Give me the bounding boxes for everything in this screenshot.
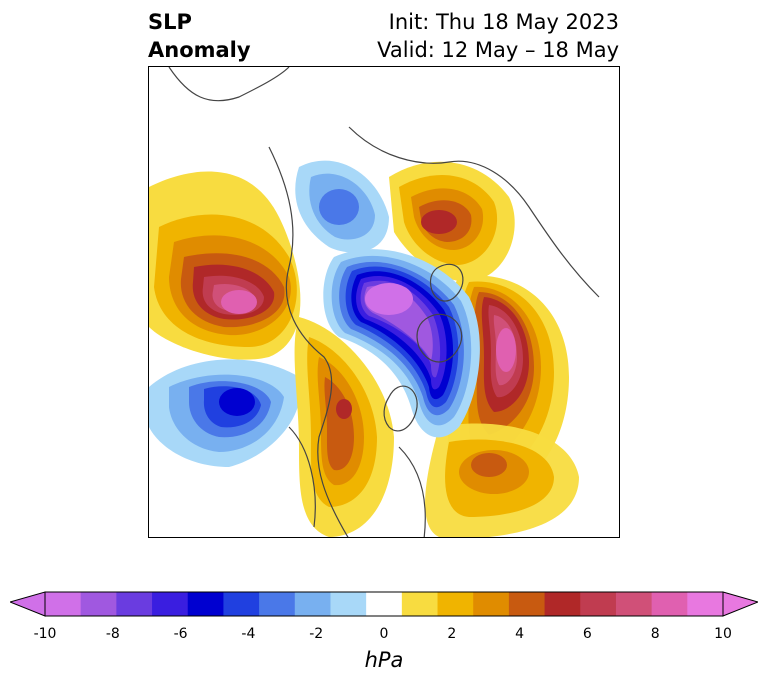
anomaly-north-central-us-high — [294, 317, 394, 537]
colorbar-segment — [473, 592, 510, 616]
colorbar-segment — [45, 592, 82, 616]
colorbar-extend-high — [722, 591, 760, 617]
title-variable: SLP — [148, 10, 192, 34]
anomaly-siberia-high — [389, 161, 515, 282]
colorbar-tick-label: -4 — [241, 626, 256, 642]
plot-title-right: Init: Thu 18 May 2023 Valid: 12 May – 18… — [377, 8, 619, 64]
colorbar-segment — [294, 592, 331, 616]
colorbar-tick-label: -8 — [105, 626, 120, 642]
colorbar-units: hPa — [364, 648, 404, 672]
title-init: Init: Thu 18 May 2023 — [388, 10, 619, 34]
anomaly-map — [148, 66, 620, 538]
colorbar-segment — [187, 592, 224, 616]
title-anomaly: Anomaly — [148, 38, 251, 62]
colorbar-tick-label: -2 — [309, 626, 324, 642]
colorbar-segment — [615, 592, 653, 616]
title-valid: Valid: 12 May – 18 May — [377, 38, 619, 62]
coastlines — [168, 67, 600, 537]
colorbar-segment — [651, 592, 688, 616]
colorbar-segment — [544, 592, 581, 616]
anomaly-north-atlantic-high — [425, 423, 579, 537]
colorbar-segment — [116, 592, 153, 616]
colorbar-svg — [8, 591, 760, 617]
colorbar-segment — [508, 592, 546, 616]
colorbar-segment — [80, 592, 117, 616]
plot-title-left: SLP Anomaly — [148, 8, 251, 64]
colorbar-segment — [366, 592, 403, 616]
anomaly-northeast-pacific-low — [149, 359, 301, 467]
colorbar-tick-label: 0 — [379, 626, 389, 642]
anomaly-north-pacific-high — [149, 171, 301, 360]
colorbar-tick-label: 4 — [515, 626, 525, 642]
colorbar-tick-label: -6 — [173, 626, 188, 642]
colorbar-segment — [687, 592, 724, 616]
colorbar — [8, 590, 760, 620]
colorbar-segment — [152, 592, 189, 616]
colorbar-outline — [44, 591, 724, 617]
colorbar-tick-label: -10 — [33, 626, 57, 642]
colorbar-segment — [330, 592, 367, 616]
colorbar-tick-label: 6 — [582, 626, 592, 642]
colorbar-segment — [580, 592, 617, 616]
colorbar-segment — [401, 592, 439, 616]
colorbar-tick-label: 2 — [447, 626, 457, 642]
map-canvas — [149, 67, 600, 537]
colorbar-segment — [223, 592, 260, 616]
colorbar-segment — [259, 592, 296, 616]
colorbar-tick-label: 10 — [714, 626, 732, 642]
colorbar-tick-label: 8 — [650, 626, 660, 642]
anomaly-eastern-siberia-low — [295, 160, 389, 253]
colorbar-segment — [437, 592, 474, 616]
colorbar-extend-low — [8, 591, 46, 617]
